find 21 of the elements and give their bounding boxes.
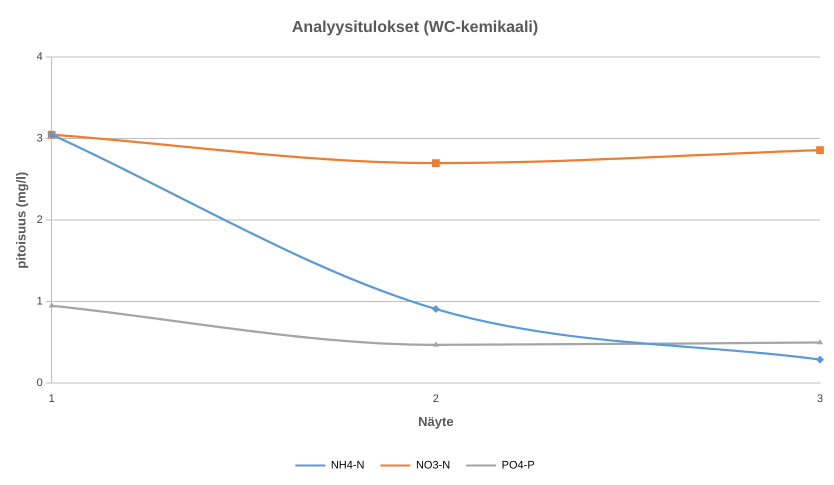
- y-axis-title: pitoisuus (mg/l): [13, 172, 28, 269]
- point: [48, 302, 55, 308]
- y-tick-label: 4: [36, 51, 43, 64]
- point: [816, 356, 824, 364]
- x-tick-label: 3: [816, 392, 824, 405]
- point: [432, 159, 440, 168]
- y-tick-label: 2: [36, 214, 43, 226]
- x-axis-title: Näyte: [418, 414, 454, 429]
- point: [816, 146, 824, 154]
- legend-label: PO4-P: [502, 460, 535, 472]
- x-tick-label: 2: [432, 392, 439, 405]
- y-tick-label: 0: [36, 377, 43, 390]
- legend-label: NH4-N: [330, 460, 364, 472]
- legend-label: NO3-N: [416, 460, 450, 472]
- point: [432, 341, 439, 347]
- y-tick-label: 3: [36, 132, 43, 145]
- point: [432, 305, 440, 314]
- x-tick-label: 1: [48, 392, 55, 405]
- point: [816, 338, 824, 344]
- chart-title: Analyysitulokset (WC-kemikaali): [292, 19, 538, 36]
- y-tick-label: 1: [36, 296, 43, 308]
